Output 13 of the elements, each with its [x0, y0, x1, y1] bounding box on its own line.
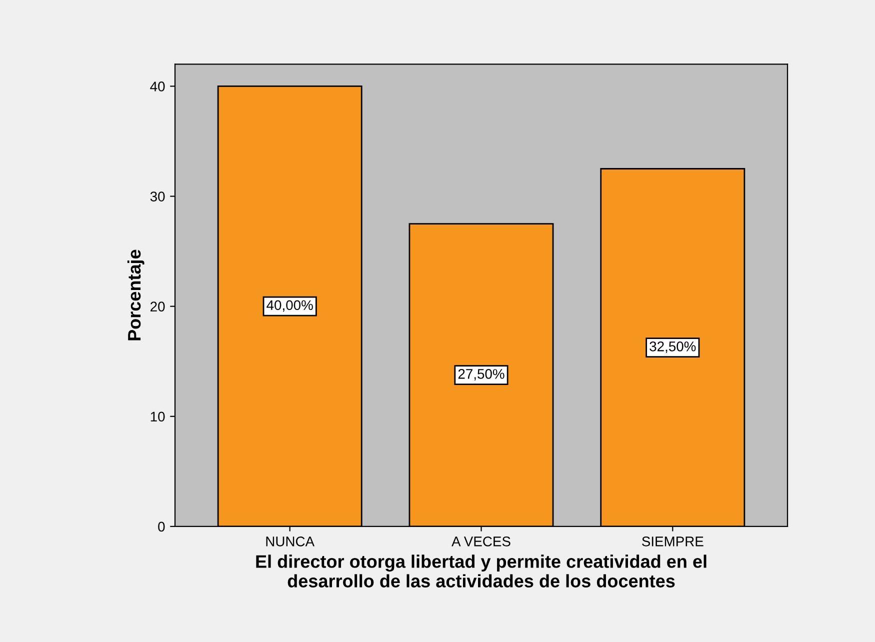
x-tick-label: SIEMPRE — [642, 536, 704, 546]
x-tick-label: A VECES — [452, 536, 510, 546]
y-tick-label: 40 — [150, 82, 165, 92]
y-tick-label: 30 — [150, 192, 165, 202]
y-tick-label: 10 — [150, 412, 165, 422]
data-label: 40,00% — [266, 300, 313, 312]
y-axis-title: Porcentaje — [127, 250, 144, 340]
x-axis-title: El director otorga libertad y permite creatividad en el desarrollo de las actividades de los docentes — [256, 554, 706, 588]
x-tick-label: NUNCA — [266, 536, 315, 546]
y-tick-label: 0 — [158, 522, 165, 532]
data-label: 27,50% — [458, 369, 504, 380]
data-label: 32,50% — [650, 341, 696, 353]
y-tick-label: 20 — [150, 302, 165, 312]
